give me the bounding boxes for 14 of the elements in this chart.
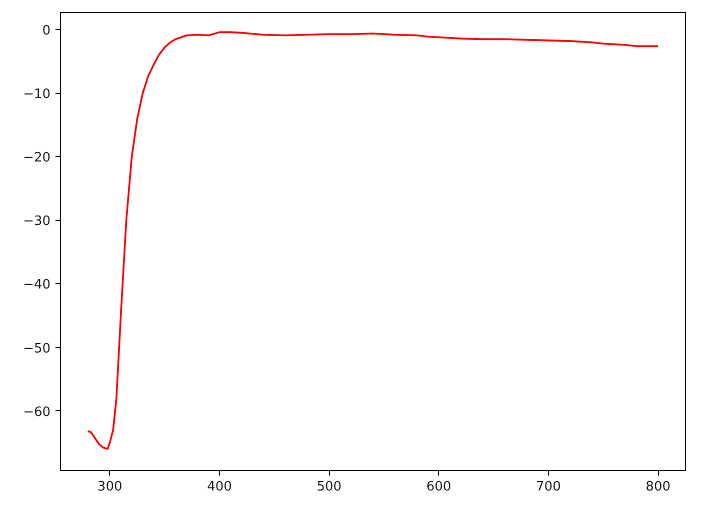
y-tick-label: −30 <box>23 214 51 230</box>
y-tick-label: −10 <box>23 87 51 102</box>
x-tick-label: 600 <box>426 480 452 494</box>
x-tick-label: 500 <box>316 480 342 494</box>
y-tick-label: −20 <box>23 150 51 166</box>
x-tick-label: 400 <box>207 480 232 494</box>
x-tick-label: 800 <box>646 480 671 494</box>
x-tick-label: 700 <box>536 480 561 494</box>
y-tick-label: −50 <box>23 341 51 356</box>
line-series <box>87 31 659 450</box>
x-tick-label: 300 <box>97 480 122 494</box>
y-tick-label: −60 <box>23 404 51 420</box>
y-tick-label: −40 <box>23 278 51 293</box>
y-tick-label: 0 <box>42 24 51 39</box>
